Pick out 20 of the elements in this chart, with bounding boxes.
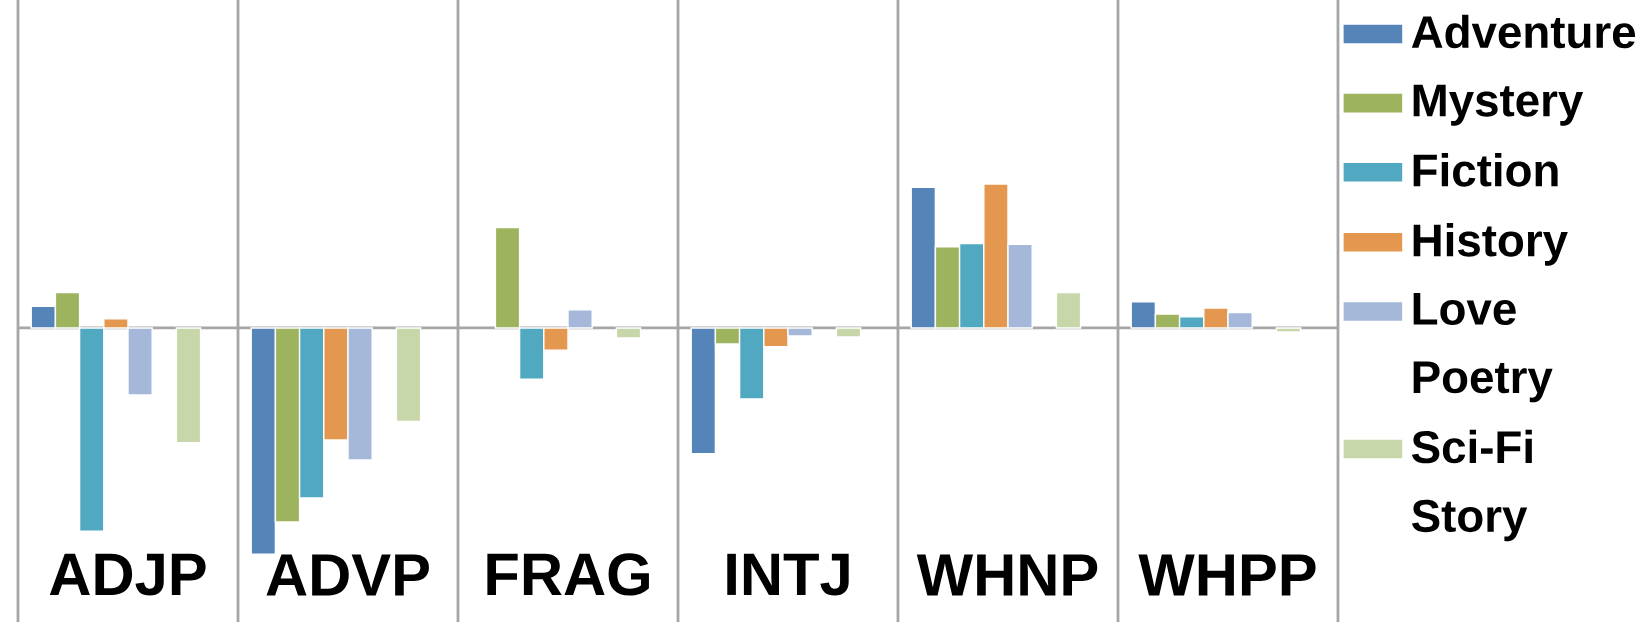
text: Story [1411,499,1528,542]
bar [835,327,862,338]
legend-label: Love [1413,293,1516,325]
text: Poetry [1413,361,1553,403]
x-tick-label: INTJ [727,553,849,596]
legend-label: Mystery [1413,84,1584,126]
bar [615,327,642,339]
legend-label: Adventure [1411,14,1636,49]
bar [395,327,422,423]
legend-label: Fiction [1413,153,1558,187]
bar [1275,327,1302,333]
x-tick-label: FRAG [487,553,649,596]
legend-label: Sci-Fi [1411,429,1532,464]
x-tick-label: ADJP [49,553,206,596]
legend-label: History [1413,223,1568,266]
x-tick-label: WHNP [916,554,1098,596]
x-tick-label: ADVP [266,554,429,596]
x-tick-label: WHPP [1138,554,1316,596]
bar [175,327,202,444]
bar [1055,291,1082,329]
